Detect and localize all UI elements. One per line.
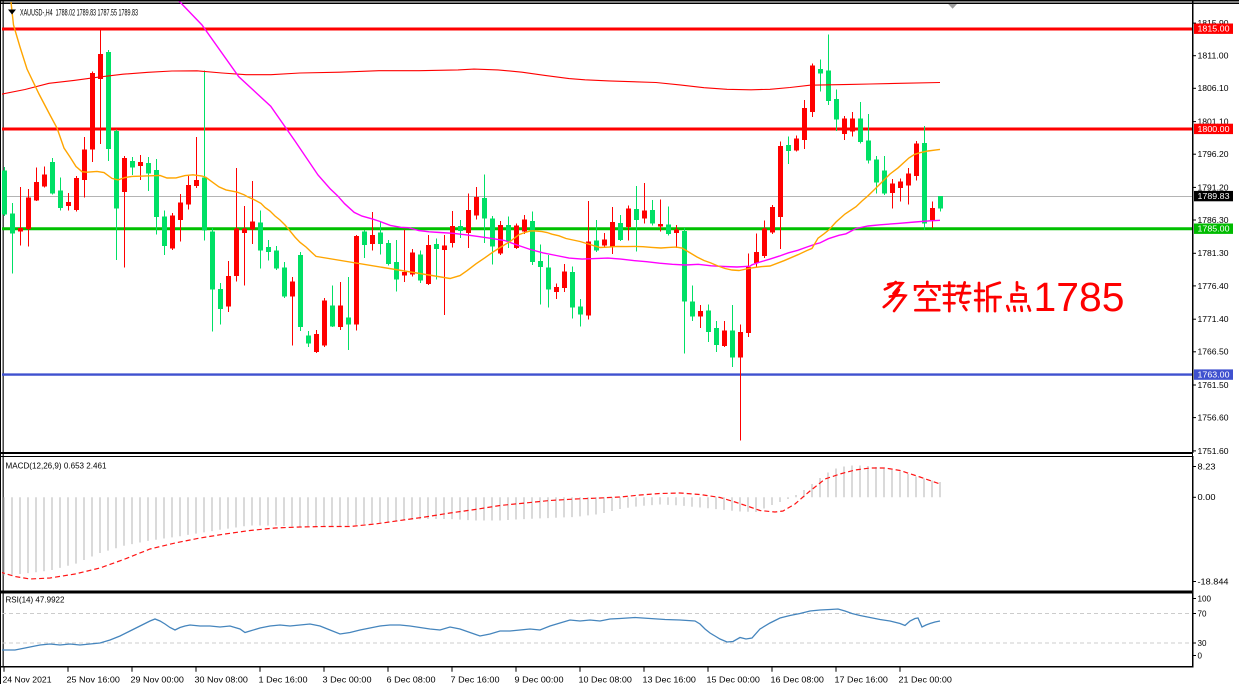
svg-text:17 Dec 16:00: 17 Dec 16:00 [835,674,889,684]
svg-text:16 Dec 08:00: 16 Dec 08:00 [771,674,825,684]
svg-text:8.23: 8.23 [1198,461,1216,471]
svg-text:100: 100 [1198,593,1212,603]
svg-text:1761.50: 1761.50 [1198,380,1229,390]
svg-text:MACD(12,26,9) 0.653 2.461: MACD(12,26,9) 0.653 2.461 [6,460,107,470]
svg-text:6 Dec 08:00: 6 Dec 08:00 [387,674,436,684]
svg-text:1791.20: 1791.20 [1198,182,1229,192]
svg-text:10 Dec 08:00: 10 Dec 08:00 [579,674,633,684]
svg-text:24 Nov 2021: 24 Nov 2021 [3,674,52,684]
svg-text:1776.40: 1776.40 [1198,281,1229,291]
svg-text:1766.50: 1766.50 [1198,347,1229,357]
svg-text:1815.00: 1815.00 [1198,24,1230,34]
svg-text:1756.60: 1756.60 [1198,413,1229,423]
svg-text:21 Dec 00:00: 21 Dec 00:00 [899,674,953,684]
svg-text:0.00: 0.00 [1198,492,1216,502]
svg-text:1806.10: 1806.10 [1198,83,1229,93]
svg-text:1796.20: 1796.20 [1198,149,1229,159]
svg-text:1800.00: 1800.00 [1198,124,1230,134]
svg-text:3 Dec 00:00: 3 Dec 00:00 [323,674,372,684]
svg-text:30 Nov 08:00: 30 Nov 08:00 [195,674,249,684]
svg-text:1811.00: 1811.00 [1198,51,1229,61]
svg-text:1785.00: 1785.00 [1198,224,1230,234]
svg-text:1781.30: 1781.30 [1198,248,1229,258]
svg-text:15 Dec 00:00: 15 Dec 00:00 [707,674,761,684]
svg-text:7 Dec 16:00: 7 Dec 16:00 [451,674,500,684]
svg-text:13 Dec 16:00: 13 Dec 16:00 [643,674,697,684]
svg-text:30: 30 [1198,638,1207,648]
svg-text:1789.83: 1789.83 [1198,191,1230,201]
svg-text:1786.30: 1786.30 [1198,215,1229,225]
svg-text:RSI(14) 47.9922: RSI(14) 47.9922 [6,595,65,605]
svg-text:29 Nov 00:00: 29 Nov 00:00 [131,674,185,684]
svg-text:1 Dec 16:00: 1 Dec 16:00 [259,674,308,684]
svg-text:-18.844: -18.844 [1198,576,1229,586]
svg-text:1801.10: 1801.10 [1198,116,1229,126]
svg-text:9 Dec 00:00: 9 Dec 00:00 [515,674,564,684]
svg-text:70: 70 [1198,608,1207,618]
svg-text:1763.00: 1763.00 [1198,370,1230,380]
svg-text:1815.90: 1815.90 [1198,18,1229,28]
svg-text:1771.40: 1771.40 [1198,314,1229,324]
svg-text:0: 0 [1198,650,1203,660]
svg-text:1751.60: 1751.60 [1198,446,1229,456]
svg-text:25 Nov 16:00: 25 Nov 16:00 [67,674,121,684]
svg-text:1785: 1785 [1034,274,1125,320]
svg-text:XAUUSD-,H4 1788.02 1789.83 17: XAUUSD-,H4 1788.02 1789.83 1787.55 1789.… [20,8,138,18]
